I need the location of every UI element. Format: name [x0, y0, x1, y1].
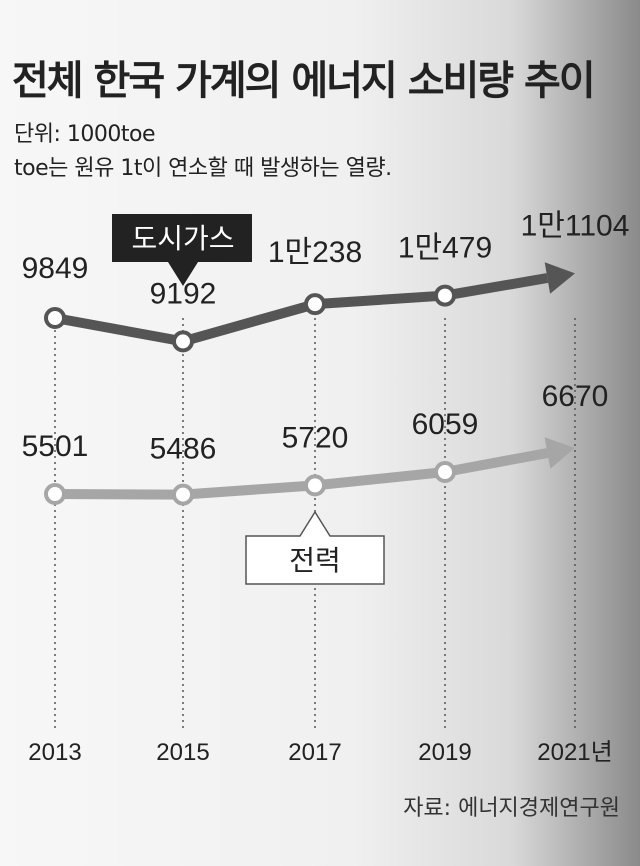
data-label: 9192 — [150, 277, 217, 310]
data-point — [434, 284, 456, 307]
data-label: 6670 — [542, 380, 609, 413]
data-label: 5486 — [150, 433, 217, 466]
data-label: 1만479 — [398, 232, 492, 265]
data-label: 5501 — [22, 430, 89, 463]
data-label: 1만238 — [268, 236, 362, 269]
data-point — [304, 474, 326, 497]
unit-label: 단위: 1000toe — [14, 122, 156, 147]
data-point — [44, 307, 66, 329]
series-line-0 — [54, 273, 549, 347]
legend-power-label: 전력 — [289, 544, 341, 577]
data-point — [44, 483, 66, 505]
data-label: 5720 — [282, 421, 349, 454]
gas-callout-pointer — [168, 262, 198, 286]
data-label: 9849 — [22, 252, 89, 285]
chart-title: 전체 한국 가계의 에너지 소비량 추이 — [12, 58, 596, 104]
x-tick-label: 2013 — [28, 739, 81, 766]
gas-callout-box — [112, 214, 252, 262]
data-label: 6059 — [412, 408, 479, 441]
series-arrowhead-1 — [544, 437, 575, 469]
data-point — [304, 293, 326, 316]
x-tick-label: 2019 — [418, 739, 471, 766]
x-tick-label: 2017 — [288, 739, 341, 766]
data-label: 1만1104 — [521, 209, 630, 242]
data-point — [434, 461, 456, 484]
series-arrowhead-0 — [544, 262, 575, 294]
x-tick-label: 2021년 — [537, 739, 612, 766]
source-note: 자료: 에너지경제연구원 — [403, 796, 620, 821]
legend-gas-label: 도시가스 — [131, 222, 234, 255]
data-point — [172, 483, 194, 506]
unit-note: toe는 원유 1t이 연소할 때 발생하는 열량. — [14, 156, 392, 181]
x-tick-label: 2015 — [156, 739, 209, 766]
power-callout-box — [245, 510, 385, 585]
data-point — [172, 330, 194, 353]
series-line-1 — [54, 448, 549, 500]
